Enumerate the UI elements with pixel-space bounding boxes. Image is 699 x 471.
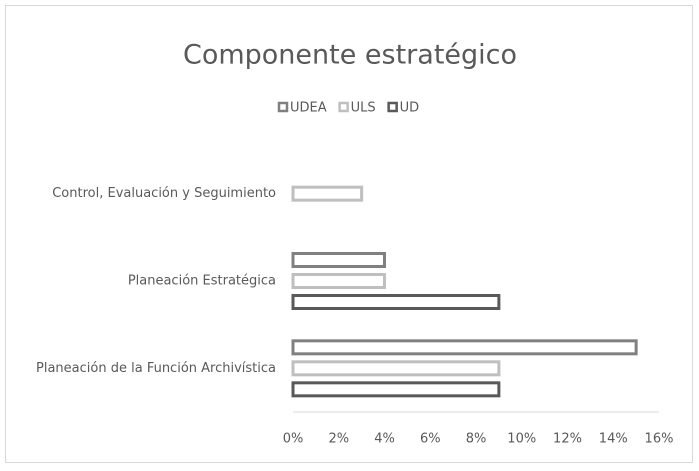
legend-label: UDEA	[290, 101, 327, 116]
legend-label: ULS	[351, 101, 376, 116]
bar	[291, 339, 638, 356]
legend-swatch	[338, 101, 349, 113]
legend-swatch	[277, 101, 289, 113]
x-tick-label: 14%	[599, 432, 628, 447]
x-tick-label: 6%	[420, 432, 441, 447]
y-tick-label: Planeación de la Función Archivística	[36, 361, 276, 376]
bar	[291, 273, 386, 289]
chart-title: Componente estratégico	[183, 40, 517, 71]
bar	[291, 360, 501, 377]
x-tick-label: 12%	[553, 432, 582, 447]
legend-swatch	[387, 101, 398, 113]
x-tick-label: 2%	[328, 432, 349, 447]
bar	[291, 252, 386, 268]
y-tick-label: Planeación Estratégica	[128, 274, 276, 289]
x-tick-label: 16%	[645, 432, 674, 447]
bar	[291, 185, 364, 202]
y-tick-label: Control, Evaluación y Seguimiento	[52, 186, 276, 201]
bar	[291, 381, 501, 398]
x-tick-label: 0%	[283, 432, 304, 447]
x-tick-label: 4%	[374, 432, 395, 447]
legend-label: UD	[400, 101, 420, 116]
bar	[291, 294, 501, 310]
x-tick-label: 10%	[507, 432, 536, 447]
x-tick-label: 8%	[466, 432, 487, 447]
